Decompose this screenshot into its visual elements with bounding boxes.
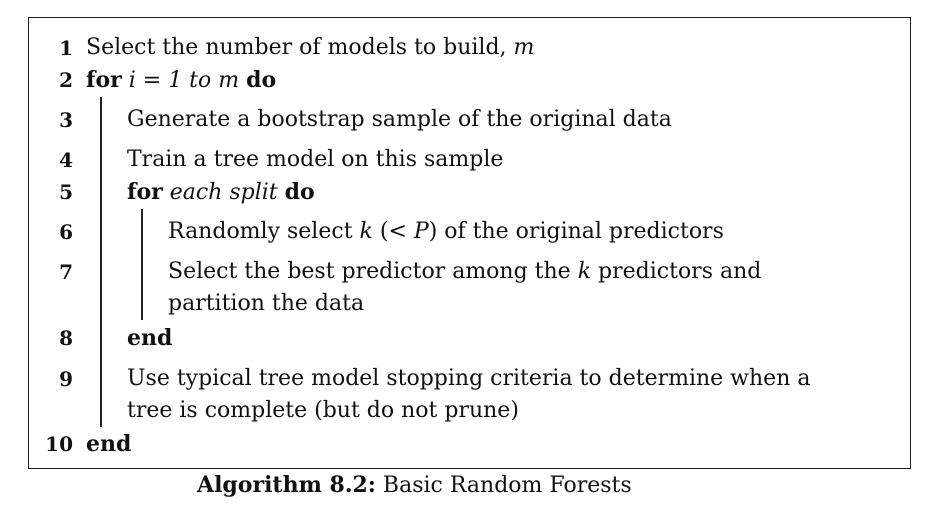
line-number: 1 [59,36,73,60]
algo-line-5: for each split do [127,179,315,205]
line-number: 8 [59,326,73,350]
line-number: 7 [59,260,73,284]
algorithm-box [28,17,911,469]
algo-line-10: end [86,431,132,457]
algo-line-7: Select the best predictor among the k pr… [168,259,762,284]
algo-line-9-cont: tree is complete (but do not prune) [127,398,519,423]
line-number: 9 [59,367,73,391]
line-number: 10 [45,432,73,456]
algo-line-7-cont: partition the data [168,291,365,316]
algo-line-9: Use typical tree model stopping criteria… [127,366,811,391]
indent-bar-inner [141,209,143,320]
algo-line-1: Select the number of models to build, m [86,35,535,60]
algorithm-caption: Algorithm 8.2: Basic Random Forests [197,472,632,498]
algo-line-6: Randomly select k (< P) of the original … [168,219,724,244]
algo-line-8: end [127,325,173,351]
line-number: 2 [59,68,73,92]
algo-line-2: for i = 1 to m do [86,67,277,93]
line-number: 4 [59,148,73,172]
line-number: 5 [59,180,73,204]
line-number: 3 [59,108,73,132]
indent-bar-outer [100,97,102,427]
algo-line-4: Train a tree model on this sample [127,147,504,172]
algo-line-3: Generate a bootstrap sample of the origi… [127,107,672,132]
line-number: 6 [59,220,73,244]
